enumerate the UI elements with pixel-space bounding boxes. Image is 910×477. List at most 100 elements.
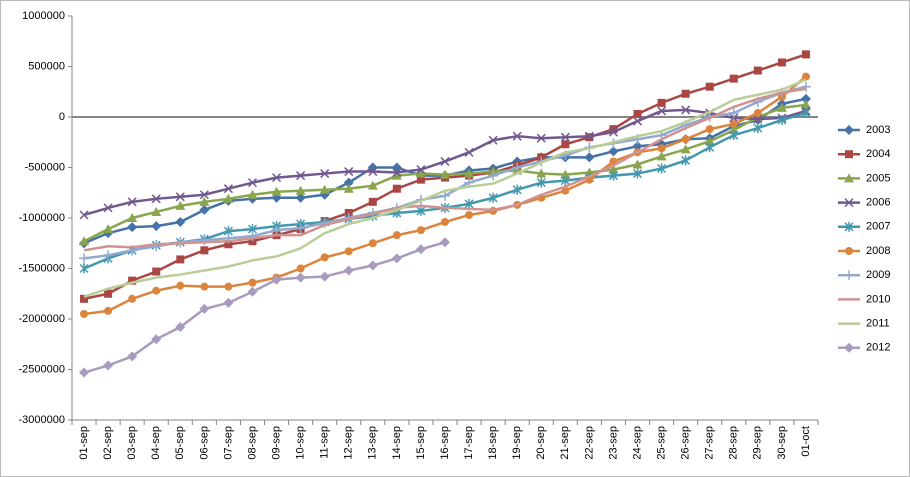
marker — [633, 109, 642, 118]
marker — [344, 247, 353, 256]
x-tick-label: 01-oct — [800, 426, 812, 457]
marker — [367, 180, 378, 190]
series-line — [83, 78, 807, 298]
marker — [729, 113, 739, 123]
marker — [656, 151, 667, 161]
marker — [103, 224, 114, 234]
marker — [79, 367, 90, 378]
marker — [512, 131, 522, 141]
x-tick-label: 19-sep — [511, 426, 523, 460]
marker — [681, 105, 691, 115]
marker — [175, 192, 185, 202]
legend-label: 2011 — [866, 318, 890, 330]
marker — [753, 66, 762, 75]
x-tick-label: 03-sep — [126, 426, 138, 460]
marker — [223, 297, 234, 308]
marker — [344, 208, 353, 217]
marker — [151, 194, 161, 204]
series-line — [83, 87, 807, 252]
marker — [247, 178, 258, 188]
marker — [844, 270, 854, 281]
marker — [127, 197, 137, 207]
marker — [584, 131, 594, 141]
y-tick-label: -500000 — [25, 161, 65, 173]
y-tick-label: -2500000 — [19, 363, 66, 375]
marker — [705, 125, 714, 134]
marker — [151, 221, 162, 232]
marker — [800, 81, 811, 92]
marker — [223, 184, 233, 194]
marker — [464, 168, 475, 178]
x-tick-label: 21-sep — [559, 426, 571, 460]
x-tick-label: 28-sep — [728, 426, 740, 460]
marker — [441, 218, 449, 227]
marker — [320, 253, 329, 262]
marker — [800, 99, 811, 109]
marker — [175, 322, 186, 333]
marker — [368, 167, 378, 177]
marker — [464, 198, 474, 209]
marker — [343, 265, 354, 276]
marker — [295, 185, 306, 195]
marker — [224, 282, 233, 291]
marker — [200, 282, 209, 291]
marker — [127, 213, 138, 222]
marker — [392, 168, 402, 178]
x-tick-label: 10-sep — [295, 426, 307, 460]
marker — [657, 163, 667, 174]
marker — [560, 169, 571, 179]
marker — [561, 140, 570, 149]
marker — [247, 189, 258, 199]
x-tick-label: 08-sep — [246, 426, 258, 460]
marker — [271, 186, 282, 196]
marker — [248, 278, 257, 287]
marker — [176, 255, 185, 264]
marker — [415, 244, 426, 255]
marker — [705, 142, 715, 153]
marker — [753, 114, 763, 124]
marker — [199, 196, 210, 206]
x-tick-label: 26-sep — [680, 426, 692, 460]
x-tick-label: 11-sep — [319, 426, 331, 459]
marker — [680, 144, 691, 154]
marker — [608, 127, 618, 137]
marker — [632, 141, 643, 152]
x-tick-label: 25-sep — [655, 426, 667, 460]
x-tick-label: 01-sep — [78, 426, 90, 460]
marker — [199, 190, 209, 200]
x-tick-label: 20-sep — [535, 426, 547, 460]
marker — [512, 162, 523, 173]
marker — [632, 116, 643, 126]
marker — [368, 197, 377, 206]
marker — [416, 205, 426, 216]
legend-label: 2005 — [866, 172, 890, 184]
marker — [845, 247, 853, 255]
marker — [319, 271, 330, 282]
marker — [271, 225, 282, 236]
marker — [79, 263, 89, 274]
y-tick-label: -2000000 — [19, 313, 66, 325]
x-tick-label: 06-sep — [198, 426, 210, 460]
marker — [295, 272, 306, 283]
marker — [488, 135, 498, 145]
marker — [776, 102, 787, 112]
legend-label: 2010 — [866, 293, 890, 305]
marker — [844, 125, 854, 135]
marker — [512, 184, 522, 195]
marker — [175, 217, 186, 228]
marker — [79, 253, 90, 264]
marker — [151, 241, 162, 252]
marker — [728, 107, 739, 118]
marker — [416, 226, 425, 235]
y-tick-label: -3000000 — [19, 414, 66, 426]
legend-label: 2009 — [866, 269, 890, 281]
marker — [199, 303, 210, 314]
x-tick-label: 13-sep — [367, 426, 379, 460]
y-tick-label: 1000000 — [22, 10, 65, 22]
x-tick-label: 07-sep — [222, 426, 234, 460]
marker — [80, 294, 89, 303]
marker — [560, 132, 570, 142]
x-tick-label: 12-sep — [343, 426, 355, 460]
legend-label: 2007 — [866, 221, 890, 233]
